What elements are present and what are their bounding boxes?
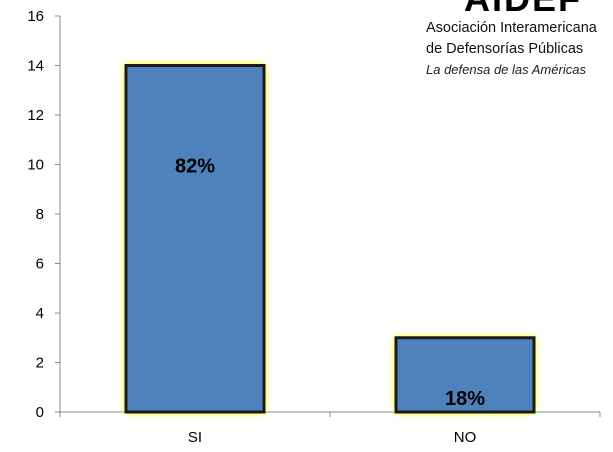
y-tick-label: 4 [36,305,44,322]
y-tick-label: 0 [36,404,44,421]
y-tick-label: 8 [36,206,44,223]
logo-mark: AIDEF [464,0,582,20]
bar-si [124,64,266,414]
y-tick-label: 12 [27,107,44,124]
y-tick-label: 2 [36,355,44,372]
organization-logo: AIDEF Asociación Interamericana de Defen… [424,0,613,90]
x-category-label: SI [188,429,202,446]
logo-subtitle-line2: de Defensorías Públicas [426,41,584,57]
y-tick-label: 16 [27,8,44,25]
x-category-label: NO [454,429,477,446]
data-label: 18% [445,388,485,410]
y-tick-label: 14 [27,58,44,75]
logo-tagline: La defensa de las Américas [426,62,586,77]
bar-no [394,336,536,414]
data-labels: SI 82% NO 18% [175,156,485,447]
bars [124,64,536,414]
data-label: 82% [175,156,215,178]
y-tick-label: 10 [27,157,44,174]
logo-subtitle-line1: Asociación Interamericana [426,20,597,36]
y-tick-label: 6 [36,256,44,273]
